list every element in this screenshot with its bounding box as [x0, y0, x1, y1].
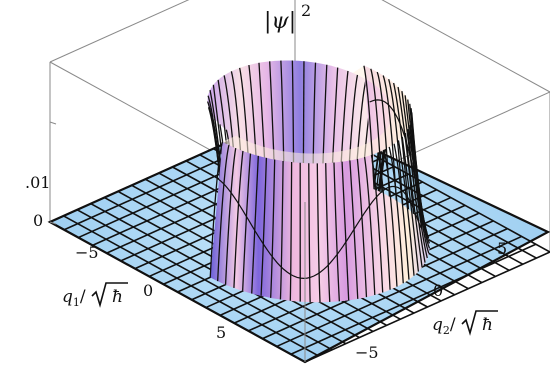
ring-mesh-line [370, 68, 383, 193]
ring-mesh-line [279, 160, 284, 300]
z-axis-label-exponent: 2 [301, 1, 311, 20]
svg-text:q1/: q1/ [62, 287, 86, 309]
ring-mesh-line [217, 144, 230, 282]
ring-mesh-line [388, 79, 404, 205]
ring-mesh-line [397, 140, 415, 276]
z-tick-label: .01 [25, 173, 50, 192]
ring-mesh-line [382, 75, 397, 201]
q1-tick-label: −5 [75, 243, 99, 262]
ring-mesh-line [270, 159, 276, 298]
ring-mesh-line [397, 86, 415, 214]
floor-grid-line [290, 243, 537, 355]
ring-mesh-line [363, 156, 376, 296]
z-tick-label: 0 [33, 211, 43, 230]
ring-mesh-line [308, 163, 311, 303]
bounding-box-front [49, 121, 306, 362]
ring-mesh-line [349, 160, 359, 299]
z-tick-mark [49, 121, 57, 125]
floor-grid-line [276, 235, 522, 348]
ring-contour-line [215, 99, 423, 280]
ring-mesh-line [251, 155, 259, 294]
ring-mesh-line [341, 161, 350, 301]
ring-mesh-line [233, 150, 244, 288]
ring-mesh-line [325, 163, 331, 302]
z-tick-mark [49, 221, 57, 225]
q2-axis-label: q2/ ħ [432, 310, 498, 337]
q2-tick-label: 5 [497, 239, 507, 258]
ring-mesh-line [260, 157, 268, 296]
ring-mesh-line [376, 71, 391, 197]
ring-mesh-line [409, 103, 428, 234]
ring-mesh-line [363, 65, 375, 190]
ring-mesh-line [383, 149, 398, 287]
q2-tick-label: −5 [355, 343, 379, 362]
svg-text:ħ: ħ [482, 315, 493, 335]
ring-mesh-line [377, 152, 391, 290]
q1-tick-label: 0 [143, 281, 153, 300]
z-axis-label: |ψ| [264, 9, 296, 34]
ring-outer-wall [209, 65, 431, 303]
ring-mesh-line [333, 162, 340, 302]
ring-outer-surface [210, 65, 430, 303]
ring-mesh-line [241, 153, 252, 291]
ring-mesh-line [224, 148, 237, 285]
box-edge [381, 0, 550, 93]
q2-tick-label: 0 [433, 281, 443, 300]
ring-mesh-line [209, 141, 224, 278]
ring-mesh-line [401, 136, 420, 272]
box-edge [49, 0, 190, 63]
ring-mesh-line [393, 82, 410, 210]
floor-grid-line [304, 251, 550, 363]
q1-tick-label: 5 [216, 323, 226, 342]
ring-mesh-line [407, 99, 426, 229]
svg-text:ħ: ħ [112, 287, 123, 307]
ring-mesh-line [289, 162, 293, 301]
q1-axis-label: q1/ ħ [62, 282, 128, 309]
ring-mesh-line [316, 163, 321, 303]
svg-text:q2/: q2/ [432, 315, 456, 337]
